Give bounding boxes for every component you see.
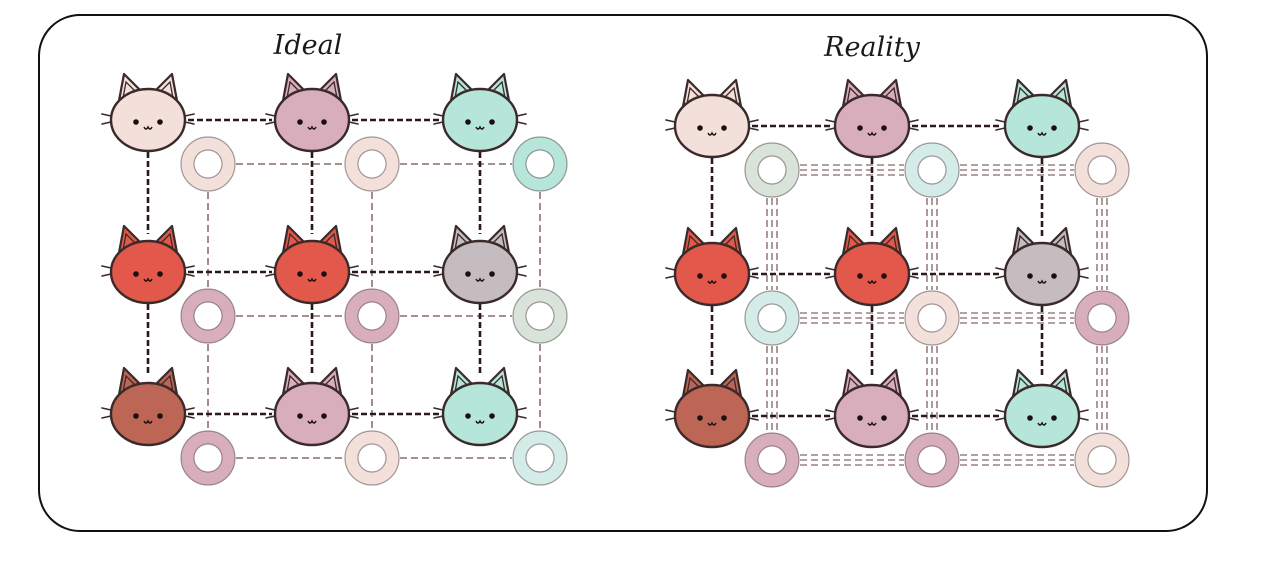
ring-node <box>512 430 568 486</box>
cat-icon <box>665 368 759 449</box>
ring-link <box>800 454 904 466</box>
ideal-title: Ideal <box>273 30 343 61</box>
ring-node <box>744 290 800 346</box>
cat-icon <box>265 224 359 305</box>
ring-node <box>1074 432 1130 488</box>
link-layer <box>146 118 541 459</box>
cat-icon <box>265 366 359 447</box>
ring-link <box>800 312 904 324</box>
ring-node <box>744 432 800 488</box>
cat-icon <box>101 366 195 447</box>
ring-node <box>904 142 960 198</box>
cat-icon <box>825 368 919 449</box>
ring-node <box>744 142 800 198</box>
reality-title: Reality <box>823 32 921 63</box>
cat-icon <box>433 366 527 447</box>
cat-icon <box>101 224 195 305</box>
ring-node <box>1074 290 1130 346</box>
ring-link <box>926 198 938 290</box>
cat-icon <box>101 72 195 153</box>
ring-node <box>344 136 400 192</box>
cat-icon <box>825 226 919 307</box>
ideal-panel: Ideal <box>101 30 568 486</box>
ring-link <box>800 164 904 176</box>
ring-node <box>904 290 960 346</box>
cat-icon <box>995 78 1089 159</box>
ring-node <box>344 430 400 486</box>
ring-link <box>960 164 1074 176</box>
ring-node <box>344 288 400 344</box>
ring-node <box>1074 142 1130 198</box>
ring-node <box>180 288 236 344</box>
ring-link <box>766 346 778 432</box>
link-layer <box>710 124 1108 466</box>
ring-node <box>904 432 960 488</box>
cat-icon <box>665 226 759 307</box>
node-layer <box>101 72 568 486</box>
reality-panel: Reality <box>665 32 1130 488</box>
cat-icon <box>995 368 1089 449</box>
cat-icon <box>433 224 527 305</box>
ring-link <box>766 198 778 290</box>
ring-node <box>512 288 568 344</box>
ring-link <box>960 454 1074 466</box>
ring-link <box>926 346 938 432</box>
cat-icon <box>433 72 527 153</box>
cat-icon <box>265 72 359 153</box>
cat-icon <box>825 78 919 159</box>
ring-link <box>1096 198 1108 290</box>
cat-icon <box>665 78 759 159</box>
cat-icon <box>995 226 1089 307</box>
ring-node <box>180 136 236 192</box>
ring-node <box>512 136 568 192</box>
ring-link <box>960 312 1074 324</box>
ring-node <box>180 430 236 486</box>
node-layer <box>665 78 1130 488</box>
ring-link <box>1096 346 1108 432</box>
